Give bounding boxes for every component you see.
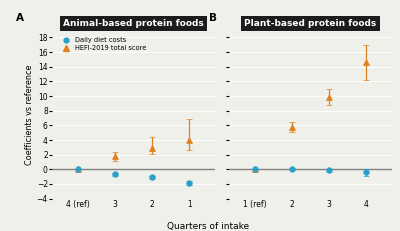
Title: Animal-based protein foods: Animal-based protein foods bbox=[63, 19, 204, 28]
Y-axis label: Coefficients vs reference: Coefficients vs reference bbox=[25, 64, 34, 164]
Text: A: A bbox=[16, 13, 24, 23]
Text: B: B bbox=[209, 13, 217, 23]
Title: Plant-based protein foods: Plant-based protein foods bbox=[244, 19, 376, 28]
Text: Quarters of intake: Quarters of intake bbox=[167, 222, 249, 231]
Legend: Daily diet costs, HEFI-2019 total score: Daily diet costs, HEFI-2019 total score bbox=[59, 37, 147, 52]
